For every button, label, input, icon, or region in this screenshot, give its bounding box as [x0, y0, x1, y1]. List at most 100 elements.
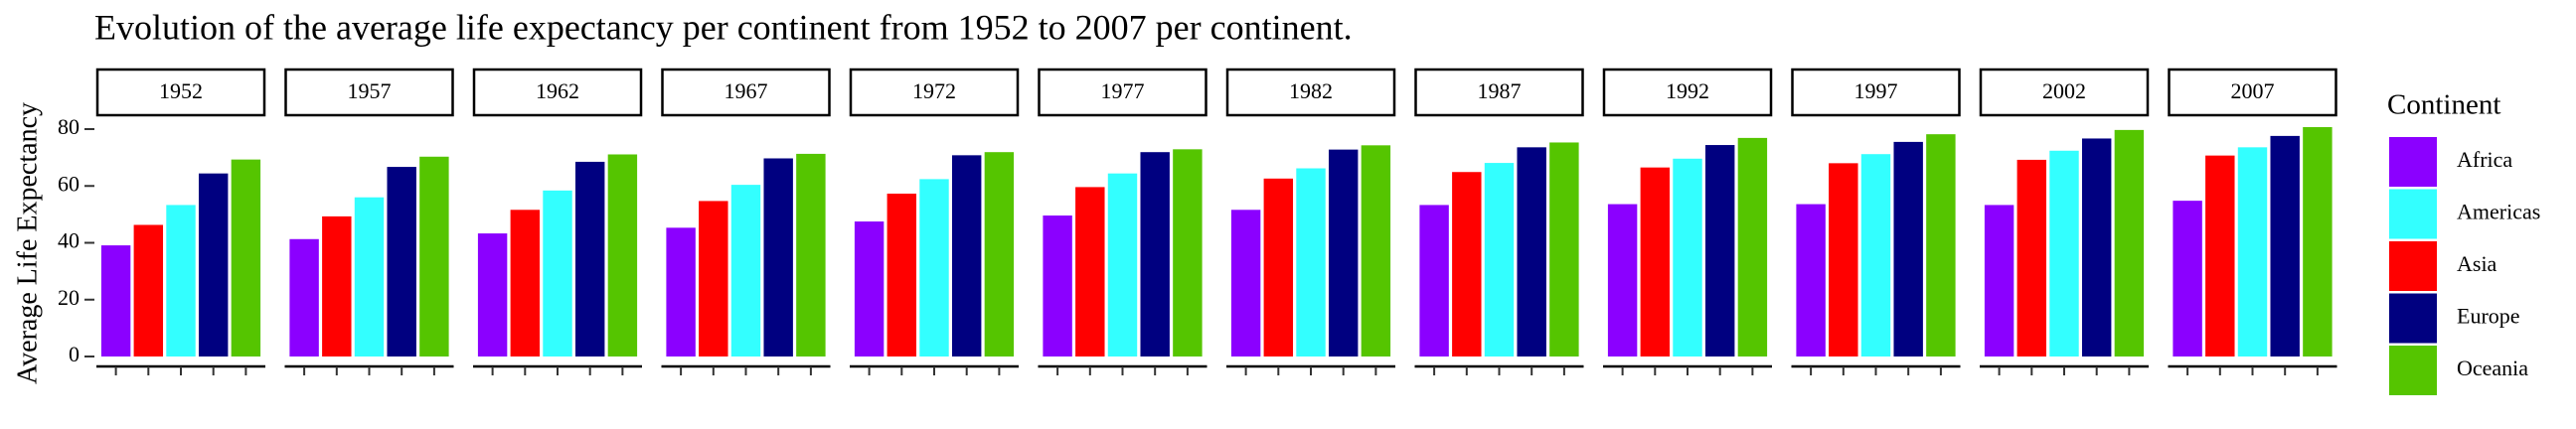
- bar: [231, 159, 261, 357]
- bar: [607, 154, 638, 357]
- bar: [1173, 149, 1203, 357]
- bar: [2237, 147, 2268, 357]
- legend-title: Continent: [2387, 89, 2500, 121]
- facet-strip: [95, 68, 266, 117]
- bar: [574, 161, 605, 357]
- facet-strip: [661, 68, 831, 117]
- bar: [289, 238, 319, 357]
- facet-label: 1957: [348, 78, 392, 103]
- bar: [1043, 215, 1072, 357]
- bar: [2173, 201, 2202, 357]
- bar: [1107, 173, 1138, 357]
- bar: [984, 152, 1015, 357]
- bar: [1361, 145, 1391, 357]
- y-tick-label: 40: [58, 228, 80, 253]
- bar: [2049, 150, 2079, 357]
- facet-label: 1962: [536, 78, 579, 103]
- facet-label: 1997: [1854, 78, 1898, 103]
- facet-label: 1977: [1101, 78, 1145, 103]
- facet-label: 2007: [2231, 78, 2275, 103]
- bar: [1484, 163, 1515, 357]
- facet-label: 2002: [2042, 78, 2086, 103]
- legend-key: [2389, 137, 2437, 187]
- y-tick-label: 80: [58, 114, 80, 139]
- facet-strip: [1038, 68, 1208, 117]
- bar: [2270, 135, 2300, 357]
- bar: [1549, 142, 1579, 357]
- bar: [322, 215, 352, 357]
- bar: [1673, 158, 1702, 357]
- bar: [1893, 141, 1923, 357]
- bar: [1926, 134, 1956, 357]
- bar: [666, 227, 696, 357]
- facet-strip: [1979, 68, 2150, 117]
- facet-strip: [284, 68, 454, 117]
- facet-strip: [1414, 68, 1584, 117]
- facet-label: 1967: [724, 78, 768, 103]
- bar: [387, 167, 416, 357]
- bar: [2303, 127, 2333, 357]
- legend-label: Asia: [2457, 251, 2497, 276]
- bar: [1140, 152, 1170, 357]
- bar: [730, 185, 761, 357]
- bar: [1452, 172, 1482, 357]
- bar: [419, 156, 449, 357]
- bar: [2081, 138, 2112, 357]
- bar: [166, 205, 196, 357]
- bar: [1860, 154, 1891, 357]
- chart-title: Evolution of the average life expectancy…: [94, 7, 1353, 47]
- bar: [1829, 163, 1858, 357]
- bar: [886, 193, 917, 357]
- bar: [1230, 210, 1261, 357]
- facet-strip: [2168, 68, 2337, 117]
- bar: [133, 224, 164, 357]
- bar: [854, 221, 885, 357]
- bar: [1328, 149, 1359, 357]
- bar: [1704, 145, 1735, 357]
- facet-strip: [1791, 68, 1961, 117]
- bar: [198, 173, 229, 357]
- facet-strip: [849, 68, 1020, 117]
- legend-label: Oceania: [2457, 356, 2528, 380]
- bar: [1419, 205, 1449, 357]
- bar: [510, 210, 541, 357]
- facet-strip: [1602, 68, 1773, 117]
- bar: [1263, 178, 1294, 357]
- bar: [2114, 129, 2145, 357]
- bar: [699, 201, 728, 357]
- bar: [1737, 137, 1768, 357]
- bar: [1075, 187, 1105, 357]
- bar: [951, 155, 982, 357]
- y-tick-label: 60: [58, 171, 80, 196]
- facet-label: 1972: [912, 78, 956, 103]
- bar: [2205, 155, 2235, 357]
- bar: [1517, 147, 1546, 357]
- facet-strip: [472, 68, 643, 117]
- bar: [543, 190, 572, 357]
- y-tick-label: 0: [69, 342, 80, 366]
- legend-label: Europe: [2457, 304, 2520, 329]
- bar: [1640, 167, 1671, 357]
- bar: [796, 153, 826, 357]
- legend-key: [2389, 293, 2437, 344]
- legend-label: Americas: [2457, 200, 2540, 224]
- bar: [354, 197, 385, 357]
- bar: [919, 179, 949, 357]
- y-axis-label: Average Life Expectancy: [12, 102, 43, 384]
- bar: [1607, 204, 1638, 357]
- bar: [2016, 159, 2047, 357]
- facet-label: 1987: [1478, 78, 1522, 103]
- facet-label: 1982: [1289, 78, 1333, 103]
- facet-strip: [1225, 68, 1396, 117]
- bar: [100, 245, 131, 357]
- bar: [1984, 205, 2014, 357]
- bar: [1796, 204, 1826, 357]
- legend-key: [2389, 189, 2437, 239]
- y-tick-label: 20: [58, 285, 80, 310]
- facet-label: 1992: [1666, 78, 1709, 103]
- legend-label: Africa: [2457, 147, 2512, 172]
- legend-key: [2389, 346, 2437, 395]
- bar: [763, 158, 793, 357]
- facet-label: 1952: [159, 78, 203, 103]
